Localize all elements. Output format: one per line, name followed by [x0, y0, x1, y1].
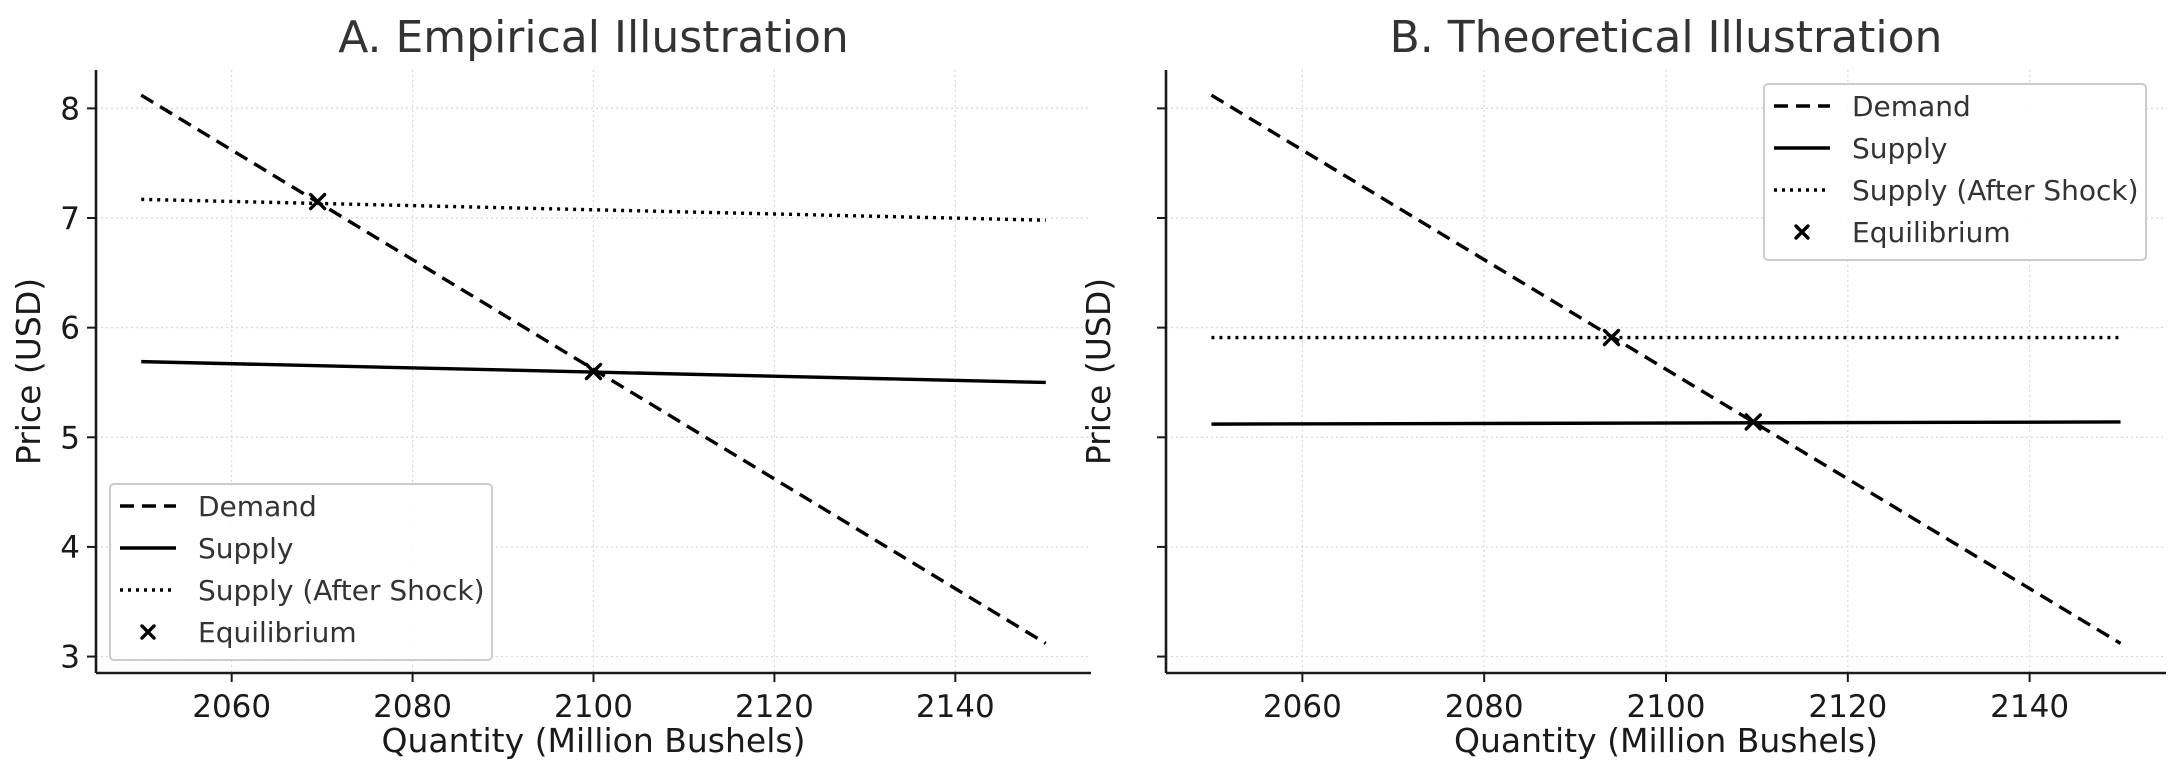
legend-label: Supply — [1852, 132, 1947, 165]
legend: Demand Supply Supply (After Shock) Equilibr… — [109, 483, 493, 661]
legend-box — [109, 483, 493, 661]
chart-title: B. Theoretical Illustration — [1390, 12, 1943, 63]
legend-label: Supply (After Shock) — [198, 574, 485, 607]
legend-label: Equilibrium — [198, 616, 357, 649]
y-tick-label: 7 — [60, 201, 80, 237]
y-tick-label: 6 — [60, 311, 80, 347]
chart-panel-b: 2060 2080 2100 2120 2140 B. Theoretical Illus… — [1079, 12, 2166, 760]
series-supply-after-shock-line — [141, 197, 1046, 222]
x-tick-label: 2060 — [192, 689, 271, 725]
x-tick-label: 2140 — [1990, 689, 2069, 725]
chart-title: A. Empirical Illustration — [338, 12, 849, 63]
legend-label: Supply — [198, 532, 293, 565]
legend-label: Demand — [198, 490, 317, 523]
x-axis-label: Quantity (Million Bushels) — [1454, 721, 1878, 760]
equilibrium-marker — [584, 362, 603, 381]
legend-swatch — [1794, 224, 1810, 240]
legend: Demand Supply Supply (After Shock) Equilibr… — [1763, 83, 2147, 261]
x-tick-label: 2140 — [916, 689, 995, 725]
equilibrium-marker — [308, 192, 327, 211]
x-axis-label: Quantity (Million Bushels) — [382, 721, 806, 760]
legend-box — [1763, 83, 2147, 261]
x-tick-label: 2100 — [1627, 689, 1706, 725]
y-tick-label: 5 — [60, 420, 80, 456]
chart-panel-a: 2060 2080 2100 2120 2140 3 4 5 6 7 8 A. Empirical I… — [9, 12, 1091, 760]
x-tick-label: 2120 — [1808, 689, 1887, 725]
x-tick-label: 2080 — [1445, 689, 1524, 725]
x-tick-label: 2080 — [373, 689, 452, 725]
equilibrium-marker — [1602, 328, 1621, 347]
legend-label: Equilibrium — [1852, 216, 2011, 249]
series-demand-line — [1210, 93, 2122, 645]
legend-label: Supply (After Shock) — [1852, 174, 2139, 207]
y-axis-label: Price (USD) — [1079, 278, 1118, 465]
legend-swatch — [140, 624, 156, 640]
y-tick-label: 4 — [60, 530, 80, 566]
legend-label: Demand — [1852, 90, 1971, 123]
x-tick-label: 2120 — [735, 689, 814, 725]
equilibrium-marker — [1744, 413, 1762, 431]
x-tick-label: 2060 — [1263, 689, 1342, 725]
y-axis-label: Price (USD) — [9, 278, 48, 465]
y-tick-label: 8 — [60, 91, 80, 127]
y-tick-label: 3 — [60, 640, 80, 676]
series-supply-line — [1211, 420, 2121, 426]
x-tick-label: 2100 — [554, 689, 633, 725]
